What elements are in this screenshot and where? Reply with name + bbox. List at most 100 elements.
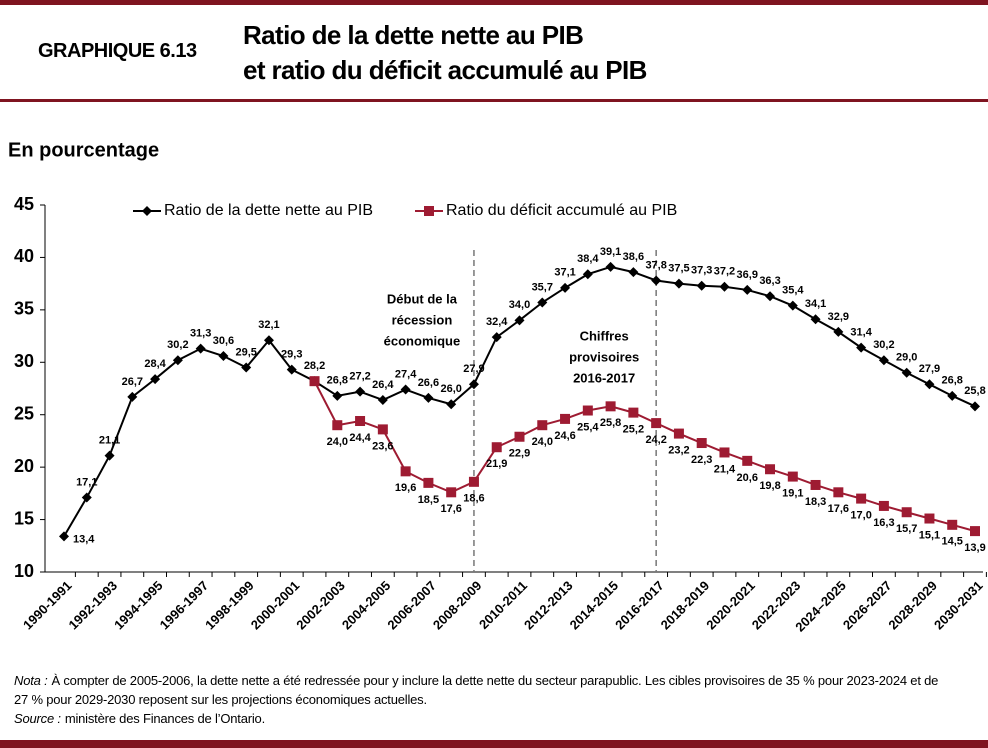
data-label: 18,3 (805, 496, 826, 508)
bottom-rule (0, 740, 988, 748)
point (651, 418, 662, 429)
point (195, 343, 206, 354)
data-label: 21,9 (486, 458, 507, 470)
data-label: 24,4 (349, 432, 371, 444)
x-tick-label: 1990-1991 (20, 578, 75, 633)
point (423, 477, 434, 488)
data-label: 27,9 (463, 363, 484, 375)
x-tick-label: 2028-2029 (885, 578, 940, 633)
point (856, 342, 867, 353)
point (673, 278, 684, 289)
x-tick-label: 2014-2015 (567, 578, 622, 633)
note: Source : ministère des Finances de l’Onta… (14, 709, 954, 728)
point (446, 487, 457, 498)
point (833, 326, 844, 337)
y-tick-label: 15 (14, 508, 34, 528)
data-label: 17,1 (76, 476, 97, 488)
point (514, 315, 525, 326)
point (104, 450, 115, 461)
point (377, 395, 388, 406)
data-label: 20,6 (737, 472, 758, 484)
point (651, 275, 662, 286)
y-tick-label: 10 (14, 561, 34, 581)
point (924, 513, 935, 524)
data-label: 25,4 (577, 421, 599, 433)
data-label: 13,4 (73, 533, 95, 545)
point (81, 492, 92, 503)
y-tick-label: 45 (14, 194, 34, 214)
point (537, 420, 548, 431)
point (787, 471, 798, 482)
y-tick-label: 35 (14, 299, 34, 319)
point (263, 335, 274, 346)
chart-title: Ratio de la dette nette au PIB (243, 20, 584, 50)
data-label: 13,9 (964, 542, 985, 554)
point (856, 493, 867, 504)
data-label: 29,3 (281, 349, 302, 361)
point (560, 413, 571, 424)
point (605, 401, 616, 412)
point (582, 405, 593, 416)
data-label: 34,1 (805, 298, 826, 310)
data-label: 27,4 (395, 368, 417, 380)
point (810, 479, 821, 490)
annotation: provisoires (569, 349, 639, 364)
data-label: 30,2 (873, 339, 894, 351)
data-label: 23,2 (668, 444, 689, 456)
point (142, 206, 152, 216)
point (582, 269, 593, 280)
data-label: 32,9 (828, 311, 849, 323)
point (286, 364, 297, 375)
data-label: 15,7 (896, 523, 917, 535)
point (765, 464, 776, 475)
x-tick-label: 2000-2001 (248, 578, 303, 633)
data-label: 16,3 (873, 517, 894, 529)
data-label: 22,3 (691, 454, 712, 466)
point (719, 281, 730, 292)
data-label: 26,7 (122, 376, 143, 388)
point (400, 466, 411, 477)
data-label: 19,8 (759, 480, 780, 492)
data-label: 19,6 (395, 482, 416, 494)
point (742, 455, 753, 466)
point (628, 407, 639, 418)
data-label: 15,1 (919, 529, 940, 541)
data-label: 21,4 (714, 463, 736, 475)
data-label: 38,6 (623, 251, 644, 263)
data-label: 26,6 (418, 377, 439, 389)
data-label: 25,8 (964, 385, 985, 397)
point (332, 390, 343, 401)
data-label: 27,2 (349, 371, 370, 383)
point (355, 386, 366, 397)
data-label: 18,5 (418, 494, 439, 506)
point (947, 390, 958, 401)
x-tick-label: 2012-2013 (521, 578, 576, 633)
point (901, 367, 912, 378)
data-label: 37,3 (691, 265, 712, 277)
x-tick-label: 2004-2005 (339, 578, 394, 633)
note: Nota :À compter de 2005-2006, la dette n… (14, 671, 954, 709)
point (605, 261, 616, 272)
data-label: 32,1 (258, 319, 279, 331)
point (947, 519, 958, 530)
point (241, 362, 252, 373)
data-label: 26,4 (372, 379, 394, 391)
data-label: 38,4 (577, 253, 599, 265)
y-tick-label: 30 (14, 351, 34, 371)
data-label: 31,4 (850, 327, 872, 339)
data-label: 14,5 (942, 536, 963, 548)
x-tick-label: 2016-2017 (612, 578, 667, 633)
series: 24,0 24,423,619,618,517,618,621,922,924,0… (309, 376, 986, 554)
header-rule (0, 99, 988, 102)
data-label: 35,4 (782, 285, 804, 297)
data-label: 29,0 (896, 352, 917, 364)
data-label: 24,2 (645, 434, 666, 446)
point (742, 284, 753, 295)
data-label: 24,6 (554, 430, 575, 442)
point (696, 280, 707, 291)
data-label: 30,6 (213, 335, 234, 347)
note-text: ministère des Finances de l’Ontario. (64, 711, 265, 726)
point (332, 420, 343, 431)
point (514, 431, 525, 442)
